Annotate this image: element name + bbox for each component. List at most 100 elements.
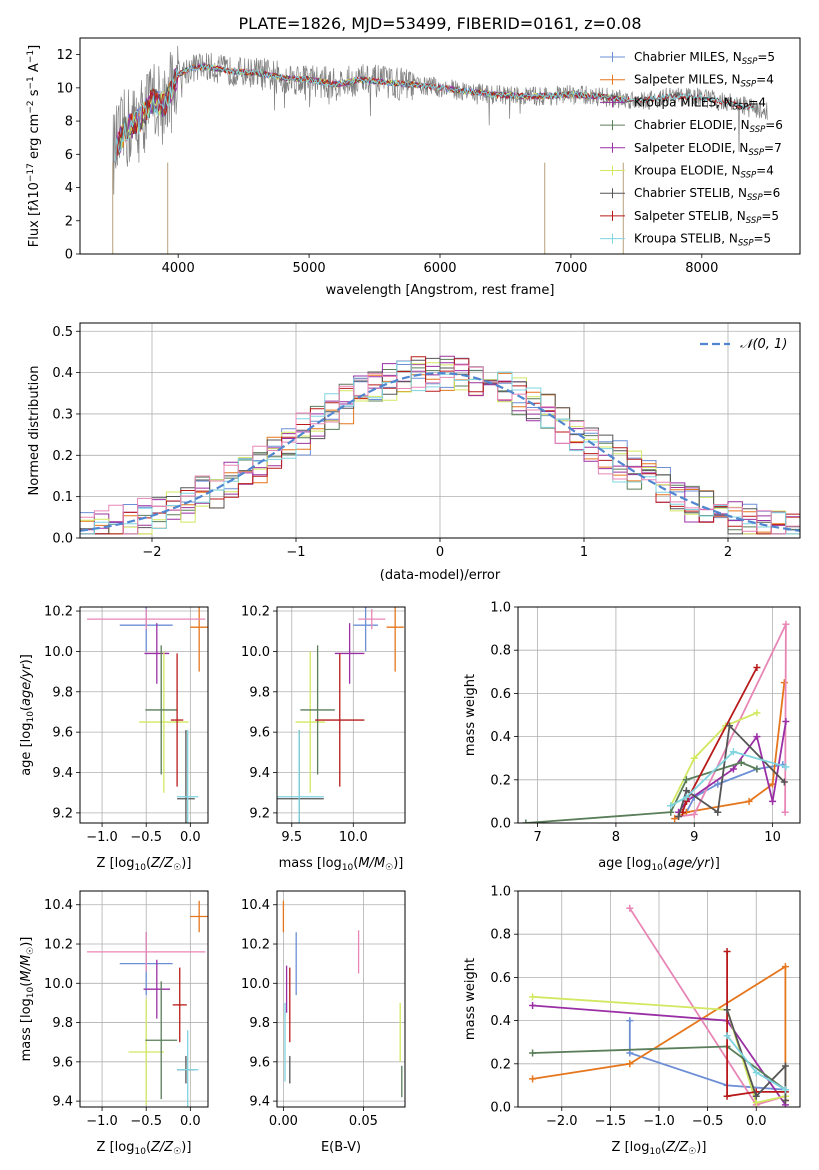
mass-weight-line	[726, 951, 786, 1098]
y-axis-label: age [log10(age/yr)]	[19, 654, 36, 776]
x-tick-label: 4000	[162, 261, 195, 276]
y-tick-label: 0.1	[52, 490, 73, 505]
mass-weight-marker	[745, 797, 753, 805]
mass-weight-vs-metallicity-panel: −2.0 −1.5 −1.0 −0.5 0.0 0.0 0.2 0.4 0.6 0.8 1.0 Z […	[463, 885, 801, 1157]
legend-label: Salpeter ELODIE, NSSP=7	[634, 141, 782, 158]
mass-weight-marker	[781, 1097, 789, 1105]
y-tick-label: 10.4	[241, 898, 270, 913]
figure-title: PLATE=1826, MJD=53499, FIBERID=0161, z=0…	[238, 14, 641, 33]
legend-label: Kroupa ELODIE, NSSP=4	[634, 164, 774, 181]
axes-frame	[517, 890, 801, 1108]
mass-weight-marker	[682, 793, 690, 801]
x-tick-label: 5000	[293, 261, 326, 276]
y-tick-label: 0.6	[490, 687, 511, 702]
x-tick-label: 0.0	[180, 830, 201, 845]
legend-label: Chabrier ELODIE, NSSP=6	[634, 118, 783, 135]
mass-weight-marker	[671, 815, 679, 823]
mass-weight-marker	[529, 1001, 537, 1009]
axes-frame	[79, 606, 209, 824]
x-tick-label: 2	[724, 545, 732, 560]
y-tick-label: 0	[65, 248, 73, 263]
y-axis-label: Flux [fλ10−17 erg cm−2 s−1 A−1]	[26, 45, 42, 247]
y-tick-label: 1.0	[490, 885, 511, 900]
plot-area	[282, 900, 403, 1098]
residual-histogram-step	[80, 362, 800, 535]
y-tick-label: 9.8	[249, 685, 270, 700]
x-tick-label: 10.0	[339, 830, 368, 845]
mass-weight-marker	[626, 904, 634, 912]
x-tick-label: −0.5	[692, 1114, 724, 1129]
x-tick-label: −1	[286, 545, 305, 560]
y-tick-label: 9.2	[249, 806, 270, 821]
mass-weight-marker	[723, 1032, 731, 1040]
residual-histogram-panel: −2 −1 0 1 2 0.0 0.1 0.2 0.3 0.4 0.5 (data-model)/er…	[27, 322, 801, 583]
y-tick-label: 0.8	[490, 644, 511, 659]
y-tick-label: 10.0	[241, 977, 270, 992]
y-tick-label: 0.4	[490, 1014, 511, 1029]
y-tick-label: 9.4	[249, 766, 270, 781]
y-tick-label: 10.0	[44, 977, 73, 992]
y-tick-label: 0.0	[490, 817, 511, 832]
x-tick-label: 0.05	[349, 1114, 378, 1129]
age-vs-mass-panel: 9.5 10.0 9.2 9.4 9.6 9.8 10.0 10.2 mass [log10(M…	[241, 605, 406, 873]
y-tick-label: 10.4	[44, 898, 73, 913]
y-tick-label: 9.4	[52, 766, 73, 781]
y-tick-label: 10.2	[44, 938, 73, 953]
y-tick-label: 10.0	[44, 645, 73, 660]
mass-weight-marker	[723, 947, 731, 955]
x-axis-label: mass [log10(M/M☉)]	[279, 856, 404, 873]
mass-weight-marker	[714, 808, 722, 816]
mass-weight-marker	[726, 722, 733, 730]
mass-weight-marker	[529, 993, 537, 1001]
y-axis-label: mass weight	[463, 958, 478, 1040]
y-tick-label: 10.2	[241, 938, 270, 953]
y-tick-label: 9.8	[52, 685, 73, 700]
y-tick-label: 0.5	[52, 325, 73, 340]
y-axis-label: Normed distribution	[27, 366, 42, 496]
mass-weight-marker	[626, 1049, 634, 1057]
y-tick-label: 9.4	[52, 1095, 73, 1110]
y-tick-label: 10.2	[44, 605, 73, 620]
x-tick-label: 7000	[554, 261, 587, 276]
y-tick-label: 6	[65, 148, 73, 163]
model-spectrum	[114, 64, 755, 163]
y-tick-label: 0.0	[490, 1101, 511, 1116]
y-tick-label: 9.4	[249, 1095, 270, 1110]
mass-weight-marker	[737, 759, 745, 767]
x-tick-label: 8000	[685, 261, 718, 276]
mass-weight-marker	[782, 717, 790, 725]
y-tick-label: 1.0	[490, 601, 511, 616]
mass-weight-marker	[781, 1062, 789, 1070]
x-tick-label: −1.0	[86, 1114, 118, 1129]
plot-area	[522, 620, 790, 823]
y-tick-label: 0.0	[52, 532, 73, 547]
mass-weight-marker	[782, 763, 790, 771]
x-tick-label: −1.0	[86, 830, 118, 845]
axes-frame	[79, 890, 209, 1108]
y-axis-label: mass weight	[463, 674, 478, 756]
axes-frame	[276, 606, 406, 824]
x-axis-label: age [log10(age/yr)]	[598, 856, 720, 873]
mass-weight-marker	[522, 819, 530, 823]
model-spectrum	[114, 63, 755, 163]
mass-weight-marker	[781, 963, 789, 971]
mass-weight-marker	[782, 620, 790, 628]
mass-weight-marker	[753, 709, 761, 717]
y-tick-label: 0.6	[490, 971, 511, 986]
y-tick-label: 10.0	[241, 645, 270, 660]
x-tick-label: 6000	[423, 261, 456, 276]
plot-area	[529, 904, 789, 1107]
age-vs-metallicity-panel: −1.0 −0.5 0.0 9.2 9.4 9.6 9.8 10.0 10.2 Z [log10(…	[19, 605, 209, 873]
x-axis-label: wavelength [Angstrom, rest frame]	[326, 283, 555, 298]
y-tick-label: 0.4	[490, 730, 511, 745]
y-axis-label: mass [log10(M/M☉)]	[19, 937, 36, 1062]
mass-weight-marker	[769, 797, 777, 805]
mass-weight-line	[525, 761, 758, 823]
y-tick-label: 10	[56, 81, 73, 96]
mass-weight-marker	[753, 765, 761, 773]
axes-frame	[276, 890, 406, 1108]
x-axis-label: Z [log10(Z/Z☉)]	[612, 1140, 707, 1157]
mass-weight-marker	[682, 787, 690, 795]
mass-weight-marker	[682, 776, 690, 784]
x-tick-label: 9	[690, 830, 698, 845]
